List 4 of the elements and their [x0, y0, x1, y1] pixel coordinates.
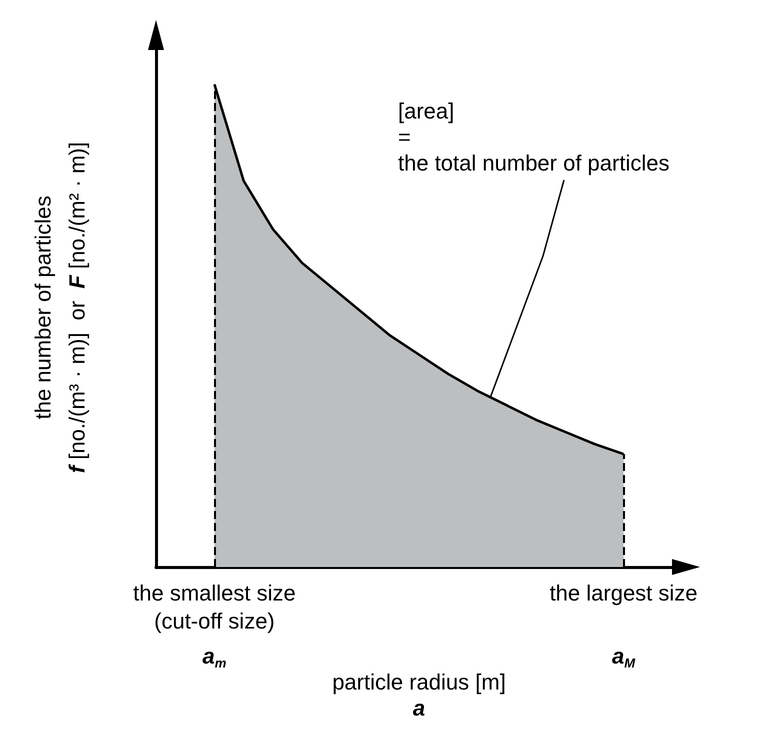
annotation: [area] = the total number of particles [398, 98, 670, 176]
x-tick-label: the largest size [550, 580, 698, 606]
x-tick-label: the smallest size (cut-off size) [133, 580, 296, 634]
x-axis-title: particle radius [m] a [332, 670, 506, 720]
